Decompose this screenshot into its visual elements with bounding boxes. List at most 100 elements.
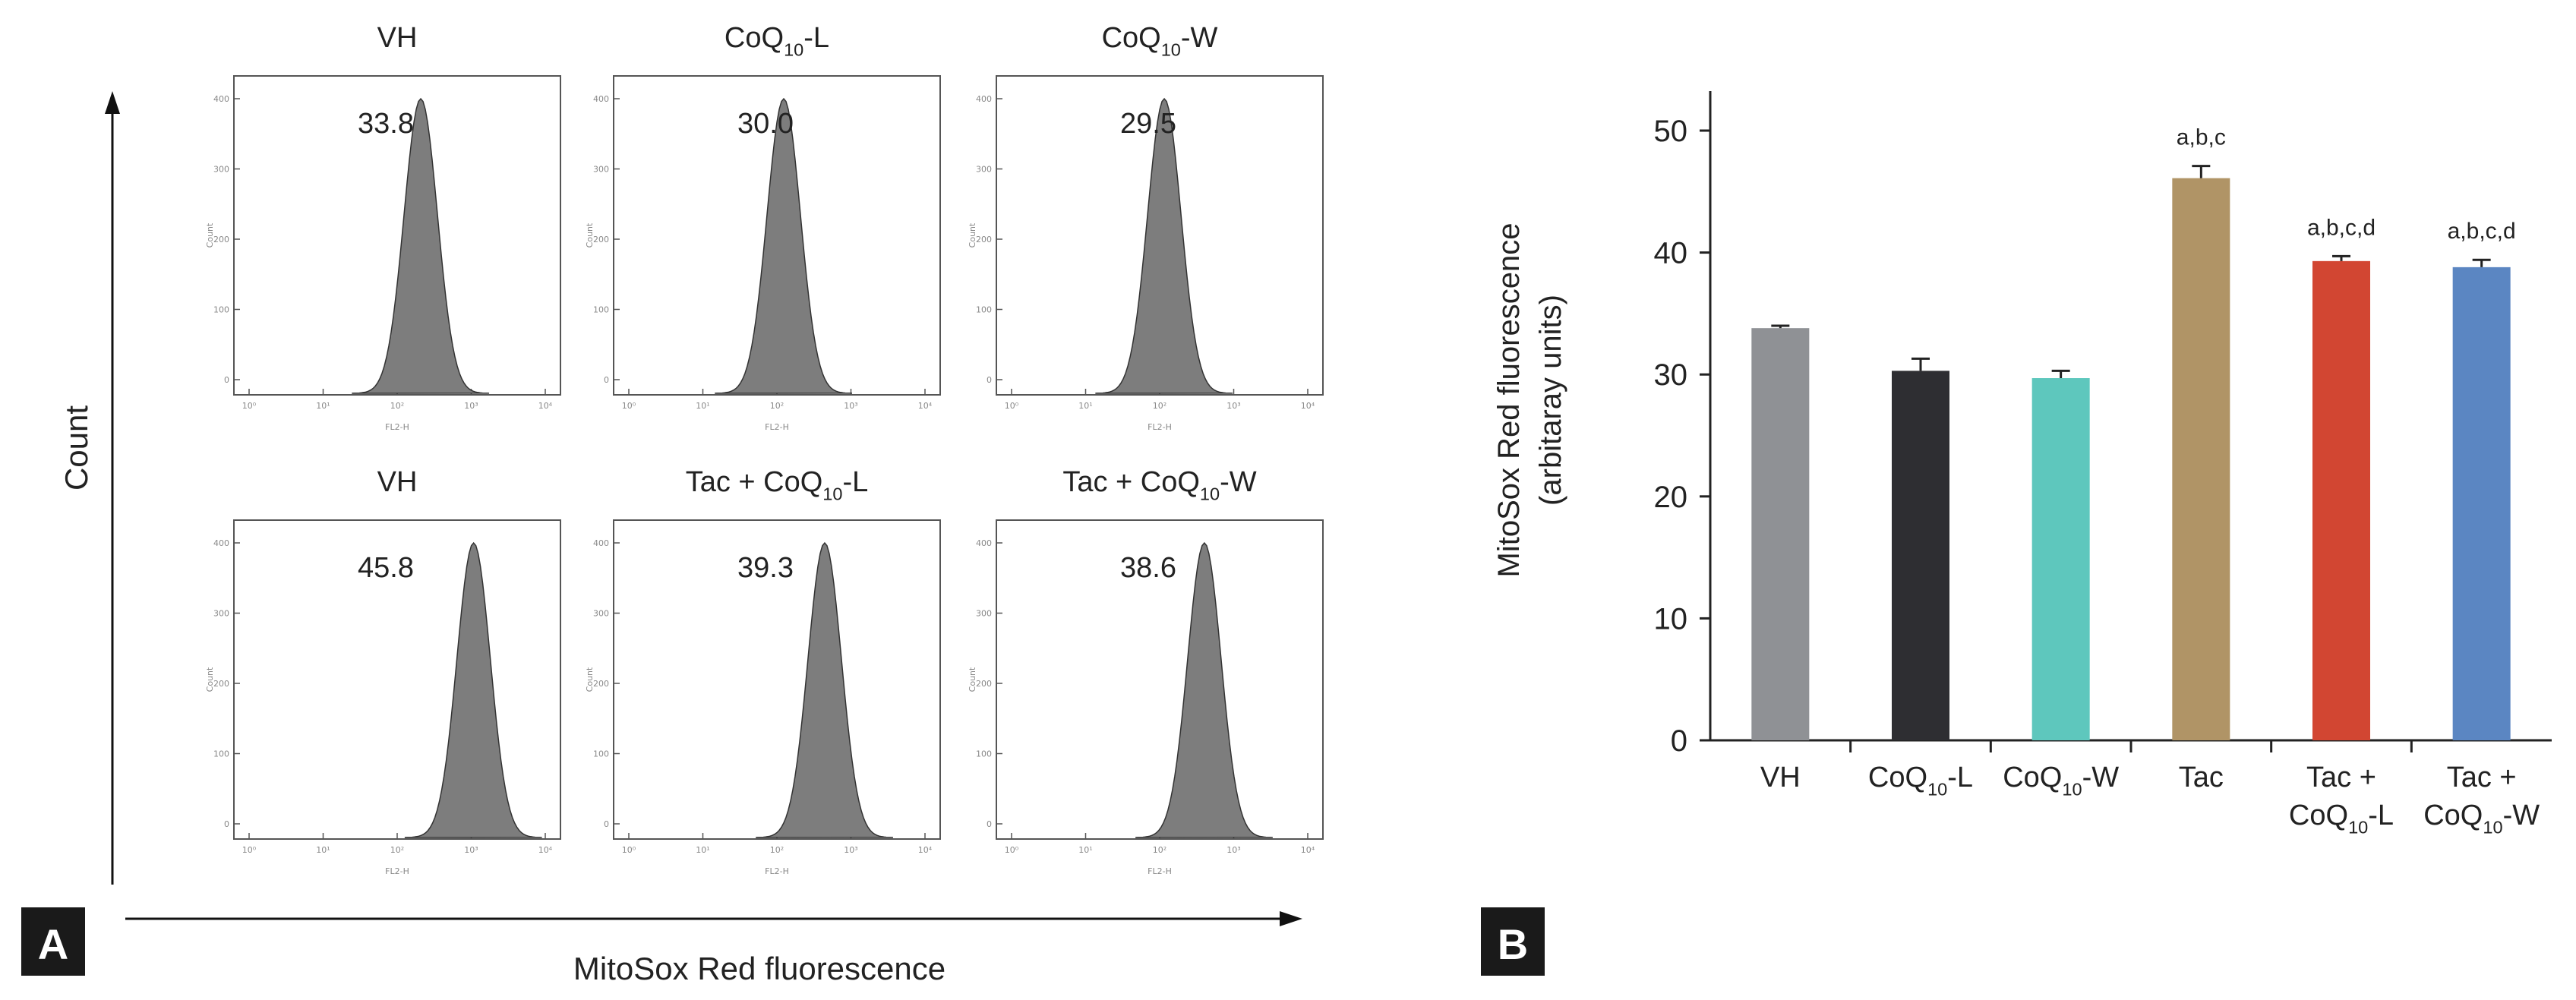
bar-3-category-label-main: CoQ bbox=[2003, 762, 2062, 793]
histogram-peak bbox=[715, 97, 853, 394]
histogram-peak bbox=[352, 97, 490, 394]
histogram-x-tick-label: 10⁰ bbox=[622, 845, 636, 855]
histogram-x-tick-label: 10⁰ bbox=[1005, 401, 1019, 411]
bar-2 bbox=[1892, 371, 1949, 740]
histogram-x-tick-label: 10¹ bbox=[316, 401, 330, 411]
histogram-x-title: FL2-H bbox=[765, 866, 789, 876]
bar-chart-y-tick-label: 30 bbox=[1654, 358, 1688, 392]
histogram-y-title: Count bbox=[205, 667, 215, 692]
panel-a-x-axis-label: MitoSox Red fluorescence bbox=[573, 951, 945, 986]
histogram-x-tick-label: 10¹ bbox=[1078, 845, 1092, 855]
bar-chart-y-tick-label: 20 bbox=[1654, 481, 1688, 514]
histogram-x-tick-label: 10¹ bbox=[316, 845, 330, 855]
histogram-y-tick-label: 200 bbox=[976, 679, 992, 689]
histogram-y-tick-label: 200 bbox=[213, 235, 229, 244]
bar-chart-y-label-line1: MitoSox Red fluorescence bbox=[1492, 223, 1526, 578]
histogram-x-tick-label: 10⁴ bbox=[538, 401, 553, 411]
histogram-x-title: FL2-H bbox=[765, 422, 789, 432]
histogram-title-post: -W bbox=[1181, 22, 1218, 54]
histogram-y-tick-label: 200 bbox=[593, 235, 609, 244]
histogram-peak bbox=[1095, 97, 1233, 394]
histogram-x-tick-label: 10⁰ bbox=[1005, 845, 1019, 855]
panel-b: B MitoSox Red fluorescence (arbitaray un… bbox=[1481, 91, 2552, 976]
bar-4 bbox=[2172, 178, 2230, 740]
histogram-y-tick-label: 0 bbox=[224, 375, 229, 385]
histogram-title: CoQ10-L bbox=[724, 22, 829, 59]
histogram-x-tick-label: 10¹ bbox=[696, 401, 709, 411]
histogram-y-tick-label: 100 bbox=[976, 749, 992, 759]
histogram-peak bbox=[756, 541, 893, 838]
histogram-y-title: Count bbox=[585, 667, 595, 692]
panel-a-letter: A bbox=[38, 920, 68, 968]
histogram-y-tick-label: 100 bbox=[593, 749, 609, 759]
histogram-y-tick-label: 400 bbox=[593, 94, 609, 104]
histogram-x-tick-label: 10² bbox=[390, 845, 404, 855]
histogram-y-tick-label: 300 bbox=[976, 609, 992, 619]
histogram-value: 45.8 bbox=[358, 552, 414, 584]
histogram-y-tick-label: 0 bbox=[604, 375, 609, 385]
bar-6-category-label: Tac + bbox=[2447, 762, 2517, 793]
bar-5-category-label-main: Tac + bbox=[2306, 762, 2376, 793]
bar-5-category-label: Tac + bbox=[2306, 762, 2376, 793]
bar-chart-y-tick-label: 0 bbox=[1671, 724, 1687, 758]
bar-5 bbox=[2312, 260, 2370, 740]
histogram-title: CoQ10-W bbox=[1102, 22, 1218, 59]
histogram-title-sub: 10 bbox=[822, 484, 842, 503]
histogram-title-post: -W bbox=[1220, 466, 1257, 498]
histogram-value: 38.6 bbox=[1120, 552, 1176, 584]
histogram-frame bbox=[996, 519, 1324, 840]
histogram-y-tick-label: 300 bbox=[213, 165, 229, 175]
histogram-y-title: Count bbox=[205, 222, 215, 248]
histogram-y-tick-label: 0 bbox=[987, 819, 992, 829]
histogram-x-tick-label: 10³ bbox=[464, 401, 478, 411]
histogram-title-post: -L bbox=[803, 22, 829, 54]
bar-4-category-label: Tac bbox=[2179, 762, 2224, 793]
bar-1 bbox=[1751, 328, 1810, 740]
bar-5-annotation: a,b,c,d bbox=[2307, 215, 2376, 240]
histogram-6: Tac + CoQ10-W 400 300 200 100 0 Count 10⁰ 10¹ 10²… bbox=[968, 466, 1324, 876]
bar-2-category-label-main: CoQ bbox=[1868, 762, 1927, 793]
bar-3-category-label: CoQ10-W bbox=[2003, 762, 2119, 799]
histogram-title: Tac + CoQ10-W bbox=[1062, 466, 1256, 503]
panel-b-letter: B bbox=[1498, 920, 1528, 968]
histogram-x-tick-label: 10⁴ bbox=[538, 845, 553, 855]
bar-4-category-label-main: Tac bbox=[2179, 762, 2224, 793]
histogram-y-tick-label: 100 bbox=[213, 305, 229, 315]
histogram-y-tick-label: 100 bbox=[976, 305, 992, 315]
histogram-y-tick-label: 0 bbox=[604, 819, 609, 829]
bar-2-category-label: CoQ10-L bbox=[1868, 762, 1973, 799]
histogram-y-tick-label: 400 bbox=[976, 538, 992, 548]
bar-6-category-label-line2-sub: 10 bbox=[2483, 817, 2502, 837]
histogram-y-tick-label: 300 bbox=[976, 165, 992, 175]
histogram-x-title: FL2-H bbox=[385, 422, 409, 432]
bar-3 bbox=[2031, 378, 2090, 740]
histogram-title: Tac + CoQ10-L bbox=[686, 466, 869, 503]
histogram-x-tick-label: 10¹ bbox=[696, 845, 709, 855]
histogram-x-title: FL2-H bbox=[1148, 866, 1172, 876]
bar-chart-y-tick-label: 50 bbox=[1654, 115, 1688, 148]
histogram-1: VH 400 300 200 100 0 Count 10⁰ 10¹ 10² 10³ 10⁴ FL2-H… bbox=[205, 22, 561, 432]
bar-6-annotation: a,b,c,d bbox=[2448, 219, 2516, 244]
histogram-frame bbox=[233, 519, 561, 840]
histogram-x-tick-label: 10⁴ bbox=[918, 845, 933, 855]
histogram-x-tick-label: 10³ bbox=[1226, 845, 1240, 855]
histogram-5: Tac + CoQ10-L 400 300 200 100 0 Count 10⁰ 10¹ 10²… bbox=[585, 466, 941, 876]
bar-6 bbox=[2452, 267, 2511, 740]
bar-1-category-label-main: VH bbox=[1760, 762, 1801, 793]
histogram-y-tick-label: 300 bbox=[213, 609, 229, 619]
histogram-y-title: Count bbox=[585, 222, 595, 248]
panel-a-y-axis-label: Count bbox=[58, 405, 94, 491]
histogram-x-tick-label: 10² bbox=[770, 845, 784, 855]
bar-6-category-label-line2: CoQ10-W bbox=[2423, 800, 2540, 837]
histogram-x-tick-label: 10² bbox=[1153, 845, 1166, 855]
histogram-x-tick-label: 10² bbox=[770, 401, 784, 411]
bar-4-annotation: a,b,c bbox=[2177, 125, 2226, 150]
histogram-3: CoQ10-W 400 300 200 100 0 Count 10⁰ 10¹ 10² 10³ 10⁴… bbox=[968, 22, 1324, 432]
histogram-x-tick-label: 10³ bbox=[1226, 401, 1240, 411]
bar-5-category-label-line2: CoQ10-L bbox=[2289, 800, 2394, 837]
panel-a-letter-box bbox=[21, 907, 85, 976]
panel-a-x-arrowhead bbox=[1280, 911, 1302, 926]
histogram-x-tick-label: 10⁴ bbox=[1301, 845, 1315, 855]
histogram-x-tick-label: 10² bbox=[390, 401, 404, 411]
